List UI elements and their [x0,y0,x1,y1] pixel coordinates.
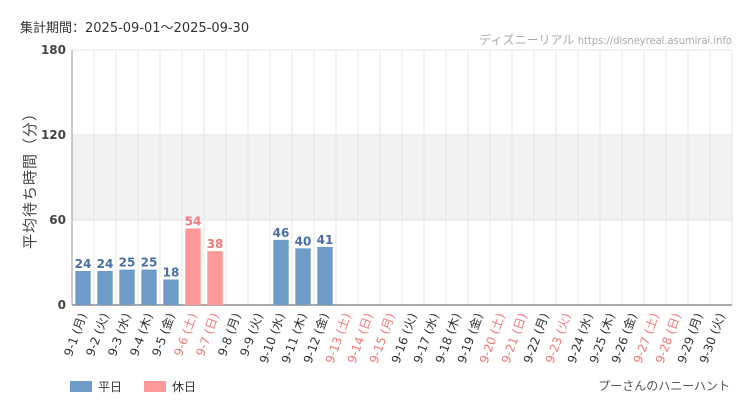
source-url: https://disneyreal.asumirai.info [577,34,732,47]
bar-value-label: 54 [185,215,202,229]
bar-value-label: 40 [295,234,312,248]
bar-value-label: 18 [163,266,180,280]
bar [317,246,333,305]
legend-label-weekday: 平日 [98,380,123,394]
y-axis-label: 平均待ち時間（分） [21,105,39,249]
legend-swatch-weekday [70,381,92,392]
legend-item-weekday: 平日 [70,378,122,395]
bar-value-label: 41 [317,233,334,247]
bar-value-label: 24 [97,257,114,271]
y-tick-label: 120 [41,128,66,142]
attraction-name: プーさんのハニーハント [598,379,730,393]
bar-value-label: 38 [207,237,224,251]
bar [119,269,135,305]
period-label: 集計期間：2025-09-01～2025-09-30 [20,21,250,36]
source-name: ディズニーリアル [479,33,575,47]
y-tick-label: 180 [41,43,66,57]
source-credit: ディズニーリアル https://disneyreal.asumirai.inf… [479,31,732,48]
legend-label-holiday: 休日 [172,380,197,394]
legend: 平日 休日 [70,378,212,395]
bar-value-label: 46 [273,226,290,240]
bar [75,271,91,305]
bar [141,269,157,305]
legend-item-holiday: 休日 [144,378,196,395]
bar [207,251,223,305]
bar-value-label: 25 [119,256,136,270]
bar [273,239,289,305]
bar [163,279,179,305]
y-tick-label: 0 [58,298,66,312]
bar [295,248,311,305]
bar [97,271,113,305]
bar [185,228,201,305]
bar-value-label: 25 [141,256,158,270]
bar-value-label: 24 [75,257,92,271]
legend-swatch-holiday [144,381,167,392]
y-tick-label: 60 [49,213,66,227]
